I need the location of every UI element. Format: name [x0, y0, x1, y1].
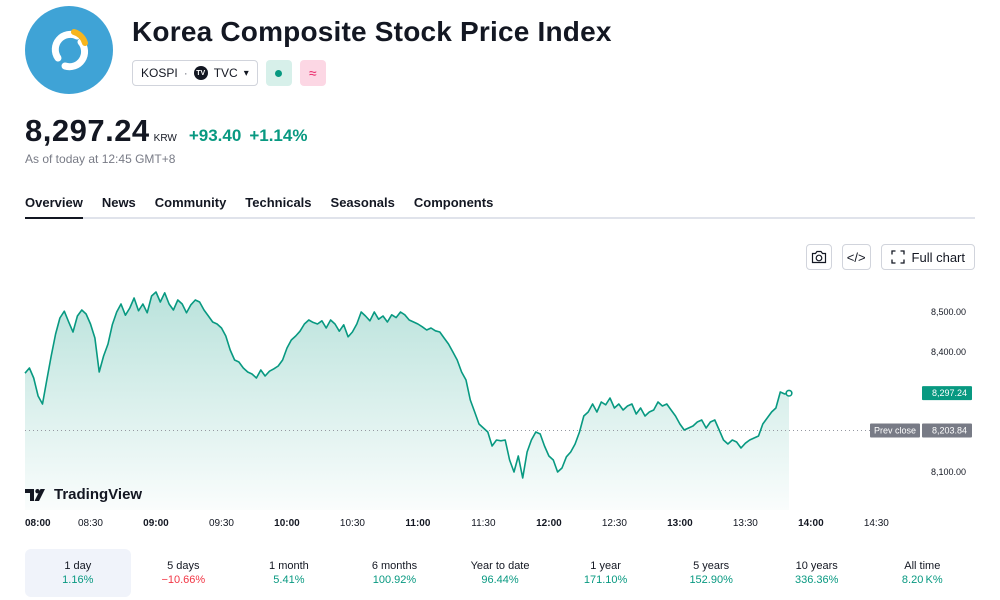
x-tick-label: 13:30	[733, 518, 758, 529]
market-open-status[interactable]	[265, 60, 292, 86]
range-value: 8.20 K%	[901, 574, 943, 586]
y-tick-label: 8,400.00	[931, 347, 966, 357]
y-tick-label: 8,500.00	[931, 307, 966, 317]
fullscreen-icon	[890, 250, 905, 264]
x-tick-label: 12:30	[602, 518, 627, 529]
x-axis: 08:00 08:30 09:00 09:30 10:00 10:30 11:00 11:30…	[25, 518, 889, 529]
range-1-day[interactable]: 1 day 1.16%	[25, 549, 131, 597]
price-line	[24, 291, 790, 479]
range-label: 1 day	[64, 560, 92, 572]
x-tick-label: 08:00	[25, 518, 51, 529]
range-label: 5 days	[167, 560, 200, 572]
x-tick-label: 10:30	[340, 518, 365, 529]
price-chart[interactable]: 8,500.00 8,400.00 8,100.00 8,297.24 Prev…	[0, 280, 1000, 532]
prev-close-value-label: 8,203.84	[932, 425, 967, 435]
range-label: All time	[904, 560, 941, 572]
tradingview-watermark[interactable]: TradingView	[25, 486, 142, 503]
source-label: TVC	[213, 66, 238, 80]
last-price: 8,297.24	[25, 113, 150, 148]
range-value: −10.66%	[161, 574, 206, 586]
price-area	[25, 292, 789, 510]
x-tick-label: 09:30	[209, 518, 234, 529]
data-delay-status[interactable]: ≈	[299, 60, 326, 86]
x-tick-label: 11:30	[471, 518, 496, 529]
range-value: 5.41%	[273, 574, 305, 586]
symbol-header: Korea Composite Stock Price Index KOSPI …	[25, 6, 975, 96]
range-value: 1.16%	[62, 574, 94, 586]
snapshot-button[interactable]	[805, 244, 832, 270]
tab-news[interactable]: News	[101, 195, 136, 210]
x-tick-label: 14:00	[798, 518, 824, 529]
range-value: 171.10%	[583, 574, 628, 586]
x-tick-label: 09:00	[143, 518, 169, 529]
price-change: +93.40	[188, 126, 242, 145]
y-tick-label: 8,100.00	[931, 467, 966, 477]
last-price-tag-label: 8,297.24	[932, 388, 967, 398]
x-tick-label: 08:30	[78, 518, 103, 529]
range-label: Year to date	[470, 560, 530, 572]
as-of-timestamp: As of today at 12:45 GMT+8	[25, 152, 176, 166]
tradingview-logo-icon	[25, 488, 45, 501]
range-1-month[interactable]: 1 month 5.41%	[236, 549, 342, 597]
range-label: 5 years	[693, 560, 730, 572]
last-price-dot	[785, 389, 793, 397]
range-value: 100.92%	[372, 574, 417, 586]
prev-close-value-tag	[922, 423, 972, 438]
symbol-tabs: Overview News Community Technicals Seaso…	[25, 195, 975, 219]
x-tick-label: 11:00	[405, 518, 430, 529]
last-price-tag	[922, 386, 972, 401]
chevron-down-icon: ▾	[243, 67, 249, 79]
x-tick-label: 12:00	[536, 518, 562, 529]
kospi-logo	[25, 6, 113, 94]
symbol-pills: KOSPI · TV TVC ▾ ≈	[132, 60, 326, 88]
tab-overview[interactable]: Overview	[25, 195, 83, 219]
camera-icon	[811, 250, 826, 264]
range-value: 96.44%	[481, 574, 519, 586]
range-all-time[interactable]: All time 8.20 K%	[870, 549, 976, 597]
range-label: 6 months	[371, 560, 418, 572]
range-label: 10 years	[795, 560, 838, 572]
tab-components[interactable]: Components	[413, 195, 494, 210]
x-tick-label: 14:30	[864, 518, 889, 529]
tab-technicals[interactable]: Technicals	[245, 195, 312, 210]
separator-dot: ·	[183, 66, 188, 80]
tab-community[interactable]: Community	[154, 195, 227, 210]
tab-seasonals[interactable]: Seasonals	[330, 195, 395, 210]
market-open-dot-icon	[275, 69, 283, 77]
symbol-label: KOSPI	[141, 66, 178, 80]
symbol-selector[interactable]: KOSPI · TV TVC ▾	[132, 60, 258, 86]
range-value: 152.90%	[689, 574, 733, 586]
delayed-data-icon: ≈	[308, 65, 317, 81]
range-10-years[interactable]: 10 years 336.36%	[764, 549, 870, 597]
range-1-year[interactable]: 1 year 171.10%	[553, 549, 659, 597]
range-5-days[interactable]: 5 days −10.66%	[131, 549, 237, 597]
page-title: Korea Composite Stock Price Index	[132, 16, 612, 47]
chart-toolbar: </> Full chart	[805, 244, 975, 270]
range-value: 336.36%	[795, 574, 839, 586]
code-icon: </>	[846, 249, 866, 265]
embed-button[interactable]: </>	[841, 244, 871, 270]
range-year-to-date[interactable]: Year to date 96.44%	[447, 549, 553, 597]
prev-close-tag	[870, 423, 920, 438]
currency-label: KRW	[153, 133, 177, 144]
tvc-source-icon: TV	[193, 66, 208, 80]
x-tick-label: 13:00	[667, 518, 693, 529]
performance-ranges: 1 day 1.16% 5 days −10.66% 1 month 5.41%…	[25, 549, 975, 597]
full-chart-button[interactable]: Full chart	[880, 244, 975, 270]
full-chart-label: Full chart	[911, 249, 965, 265]
tradingview-wordmark: TradingView	[54, 486, 143, 503]
range-label: 1 year	[590, 560, 621, 572]
range-label: 1 month	[269, 560, 309, 572]
price-change-percent: +1.14%	[249, 126, 308, 145]
prev-close-tag-label: Prev close	[874, 425, 916, 435]
x-tick-label: 10:00	[274, 518, 300, 529]
quote-row: 8,297.24 KRW +93.40 +1.14%	[25, 113, 307, 149]
range-5-years[interactable]: 5 years 152.90%	[658, 549, 764, 597]
logo-mark-icon	[51, 29, 89, 71]
range-6-months[interactable]: 6 months 100.92%	[342, 549, 448, 597]
